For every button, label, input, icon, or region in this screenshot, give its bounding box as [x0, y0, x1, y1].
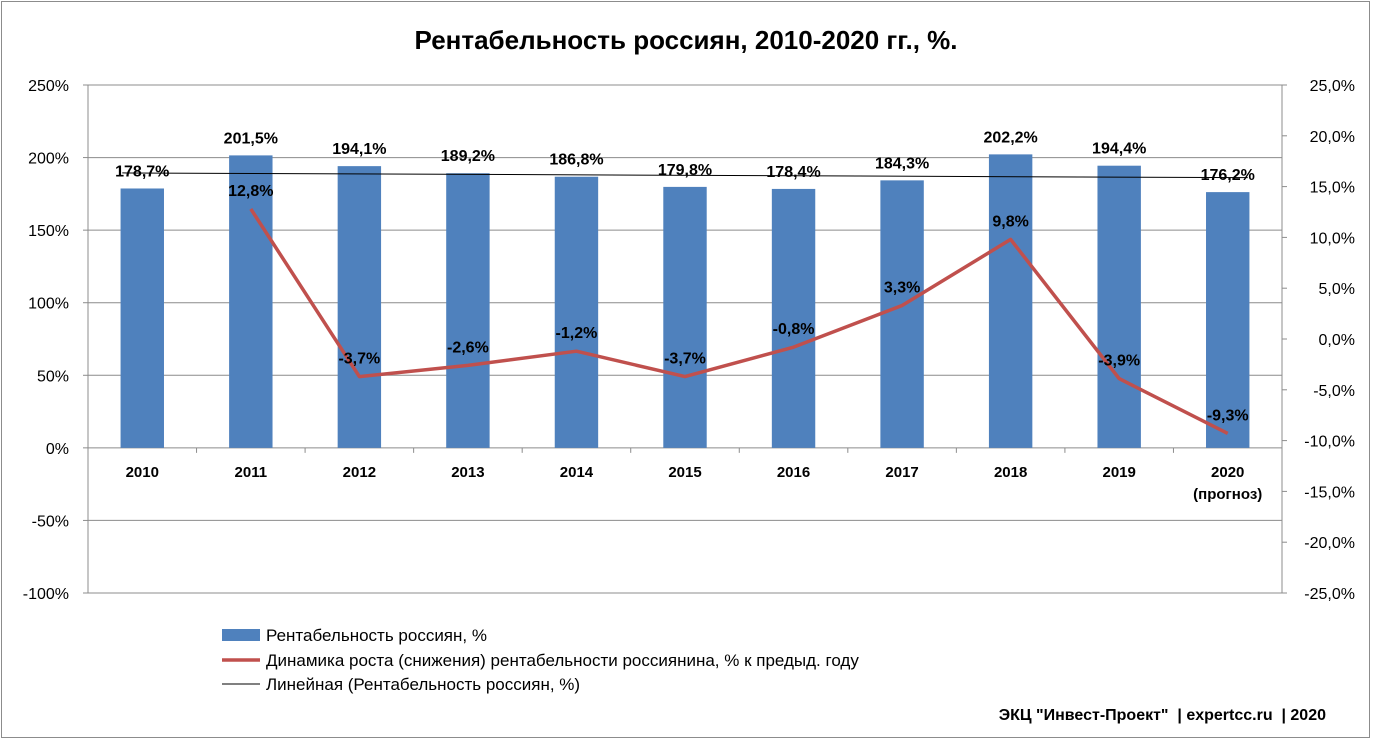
- bar: [120, 188, 164, 448]
- category-label: 2011: [235, 464, 268, 481]
- bar-data-label: 184,3%: [875, 155, 929, 172]
- footer-credit: ЭКЦ "Инвест-Проект" | expertcc.ru | 2020: [999, 707, 1326, 724]
- bar-data-label: 178,4%: [766, 164, 820, 181]
- line-data-label: -1,2%: [556, 325, 598, 342]
- legend-label-trend: Линейная (Рентабельность россиян, %): [266, 675, 580, 694]
- left-tick-label: 0%: [46, 441, 69, 458]
- category-sublabel: (прогноз): [1193, 486, 1262, 503]
- bar-data-label: 179,8%: [658, 162, 712, 179]
- bar: [1097, 165, 1141, 448]
- right-tick-label: 0,0%: [1319, 332, 1355, 349]
- line-data-label: -2,6%: [447, 339, 489, 356]
- line-data-label: 9,8%: [992, 213, 1028, 230]
- right-tick-label: 20,0%: [1310, 129, 1355, 146]
- bar: [771, 188, 816, 448]
- category-label: 2018: [994, 464, 1027, 481]
- right-tick-label: -20,0%: [1304, 535, 1355, 552]
- line-data-label: 12,8%: [228, 183, 273, 200]
- bar: [663, 186, 707, 448]
- bar: [1206, 192, 1250, 448]
- bar-data-label: 194,1%: [332, 141, 386, 158]
- category-label: 2020: [1211, 464, 1244, 481]
- right-tick-label: -5,0%: [1313, 383, 1355, 400]
- bar-data-label: 201,5%: [224, 130, 278, 147]
- bar-data-label: 189,2%: [441, 148, 495, 165]
- category-label: 2017: [885, 464, 918, 481]
- left-tick-label: -100%: [23, 586, 69, 603]
- growth-line: [249, 208, 1229, 436]
- bar: [880, 180, 924, 448]
- line-data-label: -3,7%: [664, 351, 706, 368]
- bar: [988, 154, 1033, 448]
- category-label: 2012: [343, 464, 376, 481]
- bar-data-label: 178,7%: [115, 163, 169, 180]
- category-label: 2015: [668, 464, 701, 481]
- category-label: 2014: [560, 464, 594, 481]
- line-data-label: -3,7%: [338, 351, 380, 368]
- right-tick-label: 10,0%: [1310, 230, 1355, 247]
- bar: [337, 166, 382, 448]
- left-tick-label: 150%: [28, 223, 69, 240]
- legend-label-bars: Рентабельность россиян, %: [266, 626, 487, 645]
- category-label: 2016: [777, 464, 810, 481]
- left-tick-label: 250%: [28, 78, 69, 95]
- left-tick-label: -50%: [32, 513, 69, 530]
- right-tick-label: -15,0%: [1304, 484, 1355, 501]
- legend-label-line: Динамика роста (снижения) рентабельности…: [266, 651, 859, 670]
- right-tick-label: 15,0%: [1310, 180, 1355, 197]
- category-label: 2010: [126, 464, 159, 481]
- bar: [446, 173, 490, 448]
- left-tick-label: 50%: [37, 368, 69, 385]
- left-tick-label: 100%: [28, 296, 69, 313]
- bar-data-label: 176,2%: [1201, 167, 1255, 184]
- legend-swatch-bars: [222, 629, 260, 641]
- right-tick-label: -10,0%: [1304, 434, 1355, 451]
- line-data-label: 3,3%: [884, 279, 920, 296]
- trendline: [122, 172, 1248, 179]
- chart-title: Рентабельность россиян, 2010-2020 гг., %…: [415, 25, 958, 55]
- bar: [229, 155, 273, 448]
- category-label: 2013: [451, 464, 484, 481]
- left-tick-label: 200%: [28, 151, 69, 168]
- category-label: 2019: [1102, 464, 1135, 481]
- line-data-label: -9,3%: [1207, 407, 1249, 424]
- bar: [554, 176, 599, 448]
- line-data-label: -3,9%: [1098, 353, 1140, 370]
- right-tick-label: -25,0%: [1304, 586, 1355, 603]
- bar-data-label: 186,8%: [549, 152, 603, 169]
- bar-data-label: 194,4%: [1092, 141, 1146, 158]
- line-data-label: -0,8%: [773, 321, 815, 338]
- bar-data-label: 202,2%: [984, 129, 1038, 146]
- right-tick-label: 25,0%: [1310, 78, 1355, 95]
- right-tick-label: 5,0%: [1319, 281, 1355, 298]
